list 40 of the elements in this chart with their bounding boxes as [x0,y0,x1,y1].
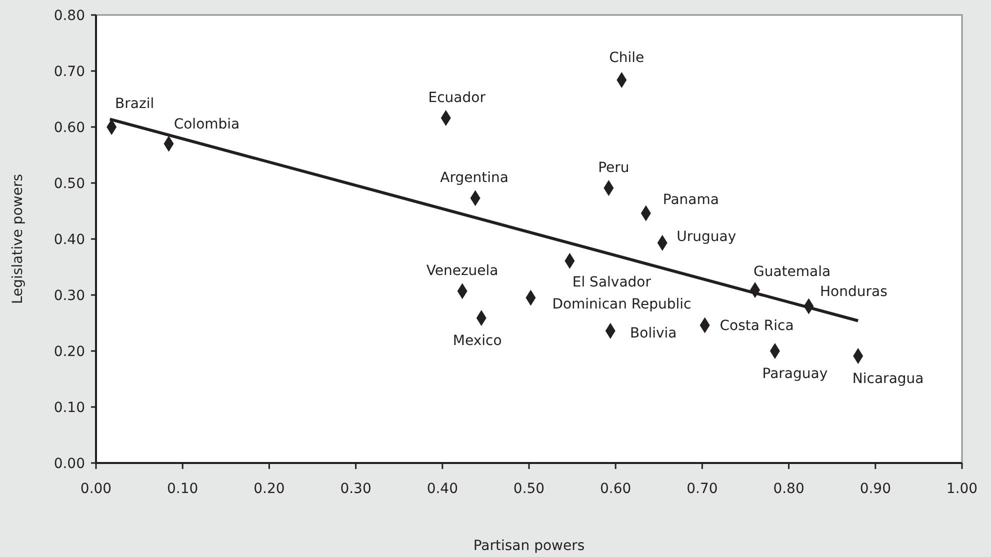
annotation: Guatemala [753,264,831,280]
y-tick-label: 0.50 [54,176,85,192]
annotation: Dominican Republic [552,296,692,313]
x-axis-title: Partisan powers [473,538,585,554]
annotation: Honduras [820,284,888,300]
y-tick-label: 0.80 [54,8,85,24]
x-tick-label: 0.80 [773,481,804,497]
y-tick-label: 0.00 [54,456,85,472]
y-axis-title: Legislative powers [10,174,26,304]
annotation: Uruguay [676,228,736,245]
y-tick-label: 0.20 [54,344,85,360]
y-tick-label: 0.70 [54,64,85,80]
x-tick-label: 0.70 [686,481,718,497]
x-tick-label: 1.00 [946,481,978,497]
annotation: Nicaragua [852,370,924,387]
annotation: Colombia [174,116,240,133]
annotation: Bolivia [630,326,677,342]
x-tick-label: 0.20 [254,481,285,497]
annotation: Brazil [115,96,154,112]
annotation: Argentina [440,170,508,186]
y-tick-label: 0.40 [54,232,85,248]
annotation: Venezuela [426,262,498,279]
annotation: Ecuador [428,90,486,106]
x-tick-label: 0.60 [600,481,632,497]
annotation: Panama [662,192,719,208]
annotation: El Salvador [572,274,652,291]
x-tick-label: 0.30 [340,481,372,497]
annotation: Peru [598,160,630,176]
annotation: Chile [609,50,644,66]
annotation: Paraguay [762,366,828,382]
x-tick-label: 0.40 [426,481,458,497]
x-tick-label: 0.90 [860,481,891,497]
y-tick-label: 0.30 [54,288,85,304]
y-tick-label: 0.60 [54,120,85,136]
annotation: Mexico [452,332,502,349]
annotation: Costa Rica [720,318,794,334]
y-tick-label: 0.10 [54,400,85,416]
x-tick-label: 0.50 [513,481,545,497]
x-tick-label: 0.00 [80,481,112,497]
x-tick-label: 0.10 [167,481,198,497]
